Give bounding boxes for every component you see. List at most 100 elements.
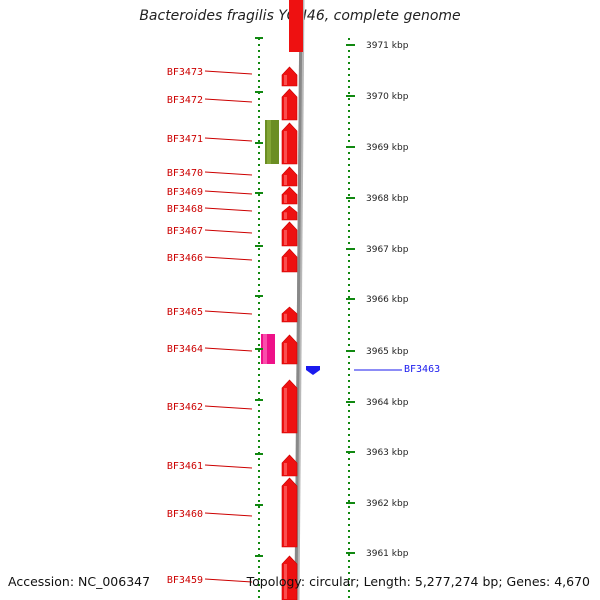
left-guide-dot: [258, 566, 260, 568]
left-guide-dot: [258, 518, 260, 520]
left-guide-dot: [258, 590, 260, 592]
right-guide-dot: [348, 530, 350, 532]
left-guide-dot: [258, 74, 260, 76]
left-guide-dot: [258, 206, 260, 208]
left-guide-dot: [258, 140, 260, 142]
left-guide-dot: [258, 176, 260, 178]
right-guide-dot: [348, 74, 350, 76]
left-guide-dot: [258, 446, 260, 448]
gene-label: BF3459: [167, 575, 203, 586]
left-guide-dot: [258, 392, 260, 394]
right-guide-dot: [348, 188, 350, 190]
left-guide-dot: [258, 200, 260, 202]
left-guide-dot: [258, 98, 260, 100]
right-guide-dot: [348, 68, 350, 70]
right-guide-dot: [348, 398, 350, 400]
gene-arrow-highlight: [284, 175, 287, 185]
gene-label: BF3469: [167, 187, 203, 198]
left-guide-dot: [258, 338, 260, 340]
left-guide-dot: [258, 536, 260, 538]
gene-label: BF3470: [167, 168, 203, 179]
left-guide-dot: [258, 308, 260, 310]
gene-leader-line: [204, 229, 253, 234]
right-guide-dot: [348, 98, 350, 100]
gene-arrow-highlight: [284, 343, 287, 363]
left-guide-dot: [258, 62, 260, 64]
right-guide-dot: [348, 332, 350, 334]
right-guide-dot: [348, 500, 350, 502]
right-guide-dot: [348, 464, 350, 466]
gene-arrow-highlight: [284, 97, 287, 119]
left-guide-dot: [258, 344, 260, 346]
left-guide-dot: [258, 572, 260, 574]
left-guide-dot: [258, 80, 260, 82]
right-guide-dot: [348, 512, 350, 514]
gene-leader-line: [204, 512, 253, 517]
right-guide-dot: [348, 434, 350, 436]
scale-tick-label: 3969 kbp: [366, 143, 409, 153]
left-guide-dot: [258, 476, 260, 478]
left-guide-dot: [258, 362, 260, 364]
gene-leader-line: [204, 347, 253, 352]
left-guide-dot: [258, 440, 260, 442]
scale-tick-label: 3968 kbp: [366, 194, 409, 204]
right-guide-dot: [348, 548, 350, 550]
left-guide-dot: [258, 596, 260, 598]
left-guide-dot: [258, 236, 260, 238]
left-guide-dot: [258, 230, 260, 232]
gene-arrow-highlight: [284, 313, 287, 321]
right-guide-dot: [348, 122, 350, 124]
gene-arrow-reverse: [306, 366, 320, 375]
scale-tick-label: 3967 kbp: [366, 245, 409, 255]
left-guide-dot: [258, 110, 260, 112]
right-guide-dot: [348, 314, 350, 316]
gene-arrow-highlight: [284, 257, 287, 271]
right-guide-dot: [348, 116, 350, 118]
right-guide-dot: [348, 266, 350, 268]
left-guide-dot: [258, 374, 260, 376]
olive-feature-highlight: [267, 120, 271, 164]
left-guide-dot: [258, 506, 260, 508]
right-guide-dot: [348, 356, 350, 358]
left-guide-dot: [258, 128, 260, 130]
left-guide-dot: [258, 248, 260, 250]
right-guide-dot: [348, 212, 350, 214]
left-guide-dot: [258, 332, 260, 334]
gene-arrow-highlight: [284, 75, 287, 85]
summary-text: Topology: circular; Length: 5,277,274 bp…: [246, 574, 590, 589]
right-guide-dot: [348, 170, 350, 172]
accession-text: Accession: NC_006347: [8, 574, 151, 589]
right-guide-dot: [348, 308, 350, 310]
gene-leader-line: [204, 137, 253, 142]
left-guide-dot: [258, 122, 260, 124]
right-guide-dot: [348, 224, 350, 226]
left-guide-dot: [258, 182, 260, 184]
gene-label: BF3463: [404, 364, 440, 375]
left-guide-dot: [258, 134, 260, 136]
right-guide-dot: [348, 134, 350, 136]
right-guide-dot: [348, 164, 350, 166]
left-guide-dot: [258, 488, 260, 490]
right-guide-dot: [348, 272, 350, 274]
left-guide-dot: [258, 254, 260, 256]
right-guide-dot: [348, 518, 350, 520]
right-guide-dot: [348, 392, 350, 394]
right-guide-dot: [348, 578, 350, 580]
right-guide-dot: [348, 566, 350, 568]
right-guide-dot: [348, 458, 350, 460]
right-guide-dot: [348, 320, 350, 322]
left-guide-dot: [258, 386, 260, 388]
right-guide-dot: [348, 38, 350, 40]
scale-tick-label: 3963 kbp: [366, 448, 409, 458]
gene-label: BF3461: [167, 461, 203, 472]
gene-label: BF3472: [167, 95, 203, 106]
left-guide-dot: [258, 458, 260, 460]
dotted-guides: [258, 38, 350, 598]
features-layer: [261, 120, 279, 364]
right-guide-dot: [348, 92, 350, 94]
gene-leader-line: [204, 98, 253, 103]
labels-layer: BF3473 BF3472 BF3471 BF3470 BF3469 BF3468 BF34…: [167, 67, 440, 586]
gene-leader-line: [204, 190, 253, 195]
